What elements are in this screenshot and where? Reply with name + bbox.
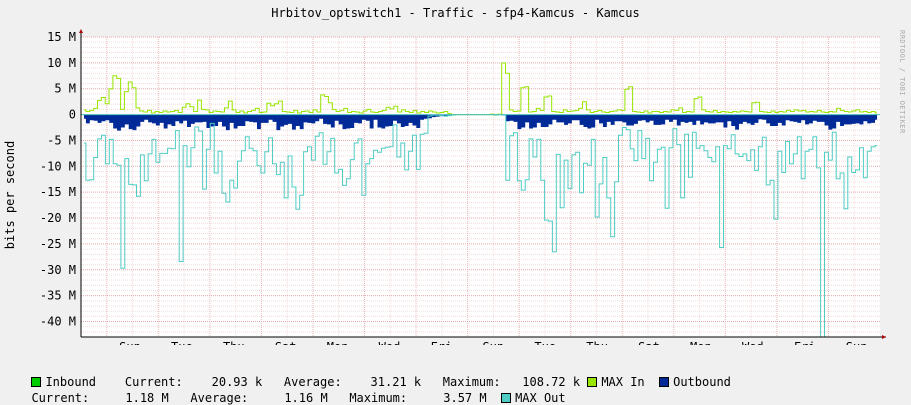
x-tick-label: Sat bbox=[638, 340, 660, 345]
x-tick-label: Sun bbox=[119, 340, 141, 345]
outbound-swatch bbox=[659, 377, 669, 387]
legend-max-out: MAX Out bbox=[501, 391, 566, 405]
legend-outbound-stats-text: Current: 1.18 M Average: 1.16 M Maximum:… bbox=[31, 391, 501, 405]
x-tick-label: Tue bbox=[534, 340, 556, 345]
x-tick-label: Sat bbox=[275, 340, 297, 345]
legend-max-in: MAX In bbox=[587, 375, 659, 389]
legend-max-in-text: MAX In bbox=[601, 375, 659, 389]
y-tick-label: -15 M bbox=[40, 185, 76, 199]
y-tick-label: -10 M bbox=[40, 159, 76, 173]
y-tick-label: 10 M bbox=[47, 56, 76, 70]
y-tick-label: -40 M bbox=[40, 314, 76, 328]
legend-outbound-stats: Current: 1.18 M Average: 1.16 M Maximum:… bbox=[31, 391, 501, 405]
x-tick-label: Thu bbox=[586, 340, 608, 345]
legend-outbound: Outbound bbox=[659, 375, 731, 389]
legend-row-1: Inbound Current: 20.93 k Average: 31.21 … bbox=[17, 361, 731, 375]
x-tick-label: Sun bbox=[482, 340, 504, 345]
x-tick-label: Tue bbox=[171, 340, 193, 345]
y-tick-label: -5 M bbox=[47, 133, 76, 147]
y-tick-label: 0 bbox=[69, 108, 76, 122]
x-tick-label: Sun bbox=[846, 340, 868, 345]
x-tick-label: Mon bbox=[327, 340, 349, 345]
x-axis-arrow bbox=[882, 335, 886, 339]
legend-row-2: Current: 1.18 M Average: 1.16 M Maximum:… bbox=[17, 377, 566, 391]
plot-area bbox=[81, 37, 880, 337]
x-tick-label: Mon bbox=[690, 340, 712, 345]
legend-outbound-text: Outbound bbox=[673, 375, 731, 389]
legend-max-out-text: MAX Out bbox=[515, 391, 566, 405]
y-tick-label: -30 M bbox=[40, 263, 76, 277]
y-axis-arrow bbox=[79, 29, 83, 33]
y-tick-label: -35 M bbox=[40, 289, 76, 303]
x-tick-label: Wed bbox=[379, 340, 401, 345]
x-tick-label: Wed bbox=[742, 340, 764, 345]
x-tick-label: Thu bbox=[223, 340, 245, 345]
x-tick-label: Fri bbox=[794, 340, 816, 345]
x-tick-label: Fri bbox=[431, 340, 453, 345]
max-out-swatch bbox=[501, 393, 511, 403]
y-tick-label: -20 M bbox=[40, 211, 76, 225]
y-tick-label: 15 M bbox=[47, 30, 76, 44]
traffic-chart: 15 M 10 M 5 M 0 -5 M -10 M -15 M -20 M -25 M -30 … bbox=[0, 0, 911, 345]
y-tick-label: 5 M bbox=[54, 82, 76, 96]
max-in-swatch bbox=[587, 377, 597, 387]
y-tick-label: -25 M bbox=[40, 237, 76, 251]
